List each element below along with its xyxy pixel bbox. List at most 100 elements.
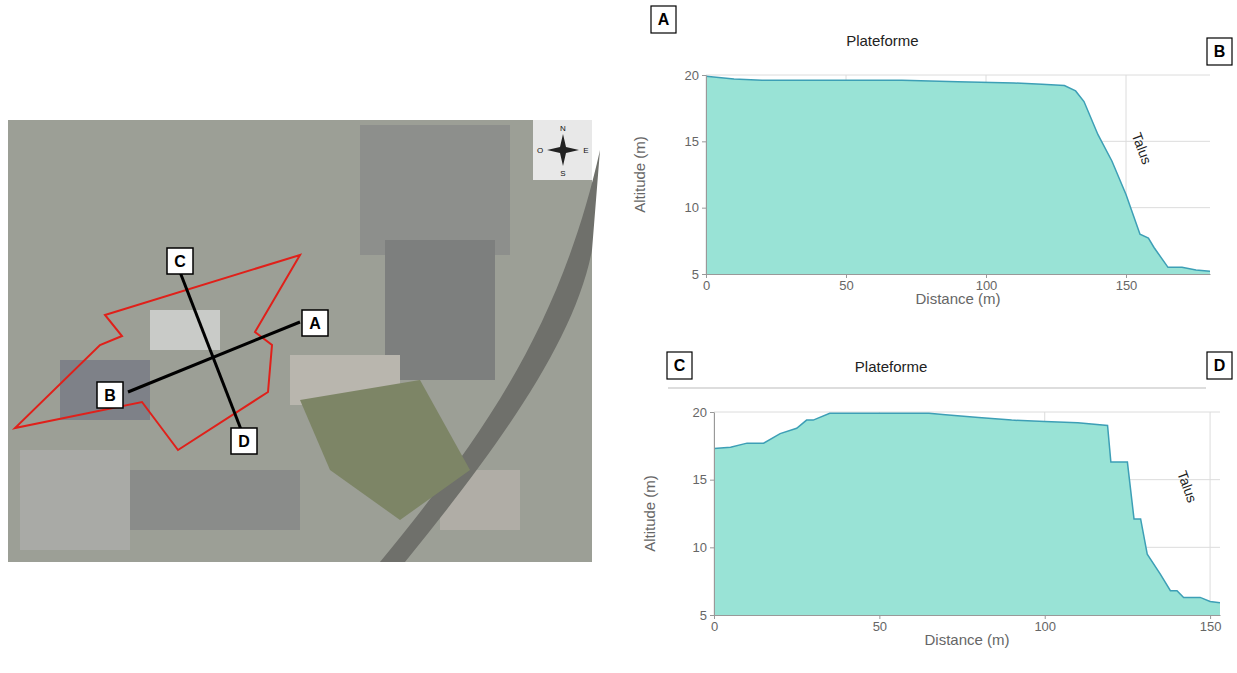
panel-label-box [667, 352, 692, 379]
x-axis-title: Distance (m) [924, 631, 1009, 648]
vegetation [300, 380, 470, 520]
chart-title: Plateforme [846, 32, 919, 49]
panel-label-box [651, 6, 676, 33]
elevation-line [706, 76, 1210, 271]
tick: 20 [685, 68, 706, 83]
tick: 15 [685, 134, 706, 149]
tick: 5 [700, 608, 714, 623]
elevation-area [706, 76, 1210, 274]
axis-line [715, 615, 1221, 616]
compass-box [533, 120, 592, 180]
tick-label: 0 [711, 619, 718, 634]
section-label: B [104, 387, 116, 404]
tick-label: 15 [685, 134, 699, 149]
building [20, 450, 130, 550]
compass-rose [547, 134, 579, 166]
tick-label: 150 [1200, 619, 1222, 634]
section-label-box [302, 310, 328, 336]
tick: 150 [1200, 615, 1222, 634]
x-axis-title: Distance (m) [915, 290, 1000, 307]
compass-label: S [560, 169, 565, 178]
elevation-area [714, 413, 1220, 615]
chart-title: Plateforme [855, 358, 928, 375]
section-label-box [167, 248, 193, 274]
grid-line-x [706, 75, 707, 274]
tick: 5 [692, 267, 706, 282]
tick: 50 [873, 615, 887, 634]
tick-mark [710, 615, 714, 616]
axis-line [714, 413, 715, 616]
tick-label: 20 [685, 68, 699, 83]
profile-chart: C D Plateforme 0 50 100 150 5 10 15 20 Distance (m)… [641, 352, 1232, 648]
compass-label: E [583, 146, 588, 155]
panel-label: B [1214, 43, 1226, 60]
tick: 100 [1034, 615, 1056, 634]
tick: 150 [1116, 274, 1138, 293]
building [360, 125, 510, 255]
tick-label: 150 [1116, 278, 1138, 293]
tick-label: 10 [693, 540, 707, 555]
panel-label-box [1207, 352, 1232, 379]
tick-mark [710, 480, 714, 481]
section-label-box [97, 382, 123, 408]
tick-mark [710, 547, 714, 548]
section-label: A [309, 315, 321, 332]
section-label: D [238, 433, 250, 450]
y-axis: 5 10 15 20 [693, 405, 715, 623]
tick: 20 [693, 405, 714, 420]
tick: 50 [839, 274, 853, 293]
elevation-line [714, 413, 1220, 602]
tick-label: 20 [693, 405, 707, 420]
axis-line [706, 76, 707, 275]
panel-label-box [1207, 38, 1232, 65]
compass-label: O [537, 146, 543, 155]
figure: ABCDNOESABPlateforme0501001505101520Dist… [0, 0, 1237, 673]
tick-mark [702, 141, 706, 142]
annotation: Talus [1174, 468, 1200, 504]
plot-area [714, 413, 1220, 615]
site-map: A B C D N O E S [8, 120, 600, 562]
compass-label: N [560, 124, 566, 133]
tick: 10 [693, 540, 714, 555]
tick-label: 50 [839, 278, 853, 293]
site-boundary [15, 255, 300, 450]
tick: 0 [711, 615, 718, 634]
plot-area [706, 76, 1210, 274]
section-label: C [174, 253, 186, 270]
tick: 10 [685, 200, 706, 215]
tick-mark [702, 208, 706, 209]
panel-label: D [1214, 357, 1226, 374]
section-line-cd [180, 272, 242, 432]
tick-label: 5 [692, 267, 699, 282]
profile-chart: ABPlateforme0501001505101520Distance (m)… [631, 6, 1232, 307]
grid-line-y [706, 75, 1210, 76]
tick-label: 50 [873, 619, 887, 634]
tick: 0 [703, 274, 710, 293]
tick-label: 15 [693, 472, 707, 487]
tick-label: 10 [685, 200, 699, 215]
aerial-background [8, 120, 592, 562]
header-rule [668, 388, 1206, 389]
grid [706, 75, 1210, 274]
grid-line-x [714, 412, 715, 615]
tick-mark [702, 75, 706, 76]
axis-line [707, 274, 1211, 275]
y-axis-title: Altitude (m) [631, 136, 648, 213]
panel-label: A [658, 11, 670, 28]
building [385, 240, 495, 380]
grid [714, 412, 1220, 615]
tick-label: 5 [700, 608, 707, 623]
annotation: Talus [1129, 130, 1155, 166]
y-axis: 5 10 15 20 [685, 68, 707, 282]
y-axis-title: Altitude (m) [641, 475, 658, 552]
tick-mark [702, 274, 706, 275]
tick-mark [710, 412, 714, 413]
grid-line-x [1210, 412, 1211, 615]
grid-line-y [714, 412, 1220, 413]
tick: 15 [693, 472, 714, 487]
building [130, 470, 300, 530]
tick-label: 0 [703, 278, 710, 293]
section-label-box [231, 428, 257, 454]
panel-label: C [674, 357, 686, 374]
tick-label: 100 [1034, 619, 1056, 634]
